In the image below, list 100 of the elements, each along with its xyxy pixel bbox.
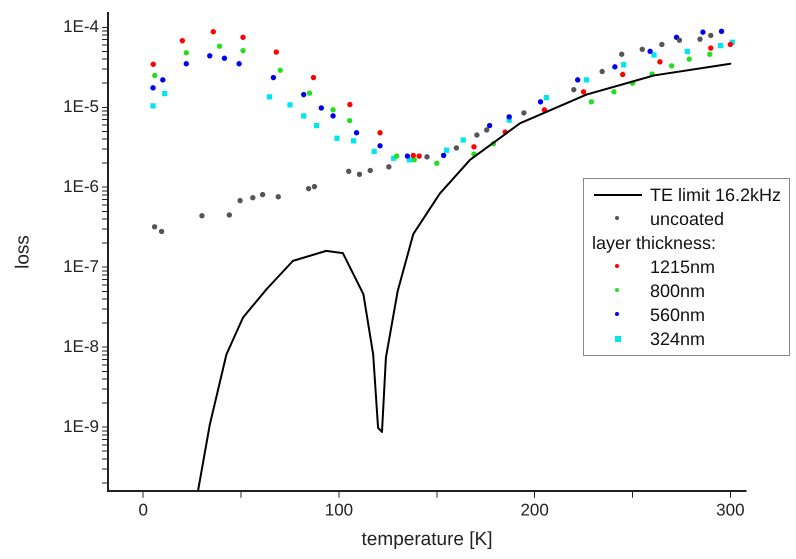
point (440, 152, 446, 158)
point (686, 56, 692, 62)
point (207, 53, 212, 58)
point (474, 132, 480, 138)
point (394, 153, 400, 159)
point (216, 44, 222, 49)
point (416, 153, 422, 159)
point (330, 107, 336, 112)
point (377, 143, 383, 148)
point (368, 168, 373, 174)
point (386, 164, 392, 170)
point (707, 52, 712, 57)
point (588, 99, 594, 105)
point (486, 122, 492, 128)
point (544, 94, 549, 100)
point (318, 105, 324, 111)
point (150, 85, 156, 91)
point (697, 36, 703, 42)
x-tick-label: 0 (138, 500, 148, 520)
point (150, 62, 156, 67)
x-tick-label: 300 (716, 500, 745, 520)
point (346, 118, 352, 124)
point (684, 48, 690, 54)
legend-label: 324nm (650, 328, 706, 351)
point (210, 29, 216, 34)
point (718, 42, 724, 48)
point (659, 42, 665, 48)
point (276, 194, 281, 200)
point (599, 68, 605, 74)
point (574, 77, 580, 83)
point (270, 74, 276, 80)
point (584, 77, 590, 82)
point (700, 29, 706, 35)
point (162, 91, 168, 96)
point (222, 56, 228, 61)
point (676, 37, 682, 43)
point (306, 90, 312, 96)
point (334, 136, 340, 141)
legend-label: 560nm (650, 304, 706, 327)
point (404, 153, 410, 159)
point (314, 122, 320, 128)
legend-title: layer thickness: (592, 232, 718, 255)
point (184, 50, 189, 56)
point (236, 61, 242, 66)
point (460, 137, 466, 143)
point (152, 224, 158, 230)
point (718, 28, 724, 34)
point (621, 62, 626, 68)
point (260, 192, 266, 198)
point (377, 130, 383, 136)
legend-label: 1215nm (650, 256, 716, 279)
point (471, 144, 477, 150)
y-tick-label: 1E-7 (63, 256, 99, 276)
point (312, 184, 318, 190)
point (301, 92, 306, 98)
point (619, 52, 624, 57)
legend-label: 800nm (650, 280, 706, 303)
x-axis-title: temperature [K] (362, 528, 492, 550)
point (372, 148, 377, 154)
point (444, 148, 450, 153)
point (184, 61, 189, 66)
point (538, 99, 544, 105)
point (708, 32, 714, 38)
point (240, 34, 246, 40)
point (180, 38, 186, 44)
point (237, 198, 243, 204)
y-tick-label: 1E-8 (63, 336, 99, 356)
point (506, 114, 512, 120)
point (301, 113, 306, 119)
point (150, 103, 156, 109)
point (274, 49, 280, 55)
point (728, 42, 734, 48)
y-tick-label: 1E-5 (63, 96, 99, 116)
point (356, 172, 362, 178)
point (580, 89, 586, 95)
point (611, 89, 617, 95)
point (158, 228, 164, 234)
point (350, 138, 356, 144)
point (346, 168, 352, 174)
y-tick-label: 1E-9 (63, 416, 99, 436)
legend-label: TE limit 16.2kHz (650, 184, 781, 207)
point (484, 127, 490, 133)
point (657, 59, 663, 65)
point (226, 212, 232, 218)
point (668, 63, 674, 68)
y-axis-title: loss (12, 235, 34, 269)
point (250, 194, 256, 200)
point (434, 160, 440, 166)
point (310, 74, 316, 80)
legend-label: uncoated (650, 208, 724, 231)
point (330, 113, 336, 119)
point (160, 77, 166, 83)
point (354, 130, 360, 136)
point (521, 110, 527, 116)
point (306, 186, 312, 192)
point (412, 157, 417, 163)
point (152, 72, 158, 78)
point (542, 107, 548, 112)
point (647, 48, 653, 54)
point (278, 68, 283, 73)
